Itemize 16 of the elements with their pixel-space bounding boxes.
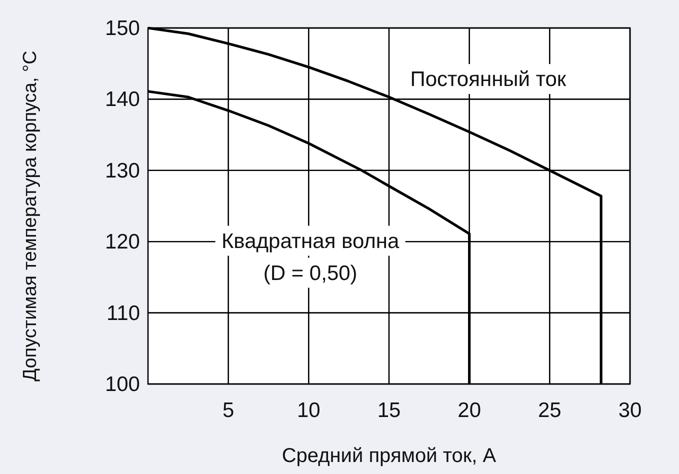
y-tick-label: 110 [106,302,140,325]
y-axis-title: Допустимая температура корпуса, °C [20,50,41,382]
y-tick-label: 120 [104,230,140,254]
x-axis-title: Средний прямой ток, А [282,445,497,467]
x-tick-label: 30 [618,399,642,422]
x-tick-label: 5 [222,399,234,422]
y-tick-label: 150 [104,17,140,40]
series-label: Квадратная волна (D = 0,50) [221,230,400,285]
y-tick-label: 130 [104,159,140,182]
x-tick-label: 15 [377,399,401,422]
x-tick-label: 25 [538,399,562,422]
x-tick-label: 10 [296,399,320,422]
x-tick-label: 20 [458,399,482,422]
y-tick-label: 100 [104,373,140,396]
series-label: Постоянный ток [410,68,567,92]
y-tick-label: 140 [104,88,140,112]
